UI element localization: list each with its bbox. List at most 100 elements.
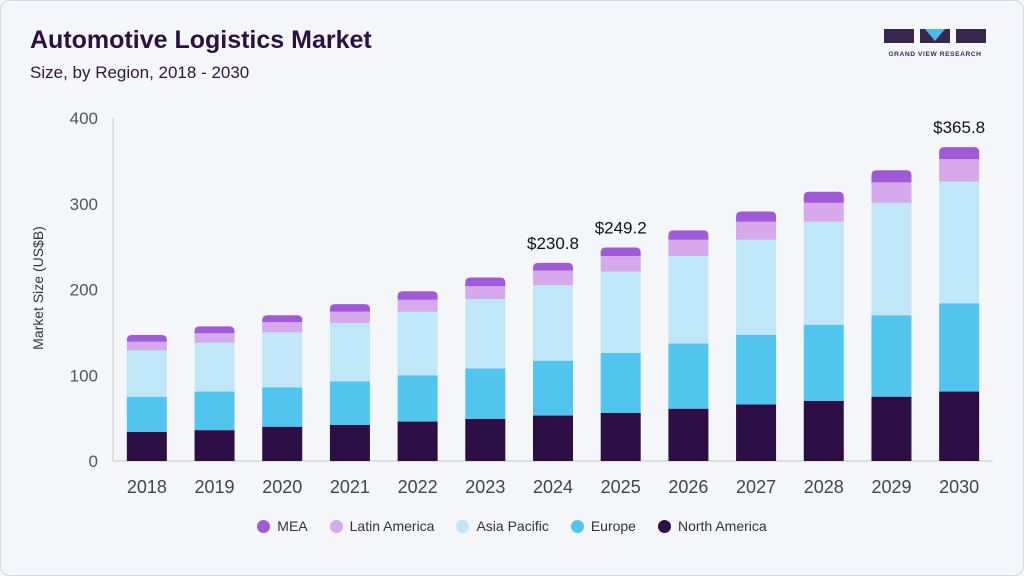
- x-tick-label: 2026: [668, 477, 708, 497]
- bar-segment: [803, 191, 844, 203]
- bar-segment: [939, 147, 980, 160]
- bar-segment: [465, 418, 506, 461]
- bar-segment: [397, 311, 438, 376]
- legend-swatch-icon: [329, 519, 343, 533]
- bar-segment: [600, 352, 641, 413]
- bar-segment: [465, 298, 506, 369]
- bar-segment: [194, 326, 235, 334]
- bar-segment: [736, 211, 777, 222]
- bar-segment: [803, 221, 844, 325]
- y-tick-label: 0: [89, 452, 98, 471]
- bar-segment: [736, 404, 777, 461]
- legend-label: Europe: [590, 518, 636, 534]
- bar-segment: [329, 424, 370, 461]
- x-tick-label: 2028: [804, 477, 844, 497]
- bar-segment: [533, 270, 573, 286]
- bar-segment: [600, 247, 641, 257]
- legend-swatch-icon: [657, 519, 671, 533]
- bar-segment: [736, 334, 777, 405]
- legend-swatch-icon: [456, 519, 470, 533]
- chart-title: Automotive Logistics Market: [30, 26, 372, 54]
- x-tick-label: 2023: [465, 477, 505, 497]
- bar-segment: [126, 341, 167, 351]
- y-tick-label: 200: [70, 281, 98, 300]
- legend-label: Asia Pacific: [476, 518, 549, 534]
- bar-segment: [397, 375, 438, 422]
- bar-segment: [668, 230, 709, 240]
- legend-item: MEA: [257, 515, 308, 537]
- bar-segment: [329, 304, 370, 312]
- bar-segment: [329, 322, 370, 382]
- bar-segment: [262, 315, 303, 323]
- bar-segment: [939, 159, 980, 182]
- bar-segment: [871, 202, 912, 316]
- x-tick-label: 2018: [127, 477, 167, 497]
- grand-view-research-logo-icon: [884, 29, 986, 43]
- bar-segment: [194, 342, 235, 392]
- bar-segment: [262, 387, 303, 427]
- legend-label: MEA: [277, 518, 308, 534]
- bar-segment: [194, 391, 235, 431]
- x-tick-label: 2030: [939, 477, 979, 497]
- bar-segment: [329, 311, 370, 323]
- legend-label: Latin America: [349, 518, 435, 534]
- bar-segment: [600, 412, 641, 461]
- bar-segment: [533, 415, 573, 461]
- bar-segment: [262, 322, 303, 333]
- x-tick-label: 2019: [195, 477, 235, 497]
- legend-item: Latin America: [329, 515, 435, 537]
- legend: MEA Latin America Asia Pacific Europe North …: [0, 515, 1024, 537]
- bar-segment: [329, 381, 370, 425]
- bar-segment: [600, 256, 641, 272]
- bar-segment: [803, 324, 844, 401]
- bar-segment: [939, 303, 980, 392]
- bar-segment: [668, 256, 709, 344]
- bar-segment: [600, 271, 641, 353]
- bar-segment: [871, 396, 912, 461]
- bar-segment: [533, 360, 573, 416]
- bar-segment: [194, 430, 235, 461]
- legend-item: North America: [657, 515, 767, 537]
- x-tick-label: 2029: [871, 477, 911, 497]
- y-tick-label: 400: [70, 109, 98, 128]
- bar-segment: [668, 408, 709, 461]
- y-tick-label: 100: [70, 366, 98, 385]
- bar-segment: [533, 285, 573, 361]
- bar-segment: [126, 396, 167, 432]
- chart-subtitle: Size, by Region, 2018 - 2030: [30, 63, 250, 82]
- bar-segment: [397, 299, 438, 312]
- bar-segment: [262, 332, 303, 388]
- data-label: $249.2: [595, 218, 647, 237]
- bar-segment: [465, 286, 506, 299]
- legend-item: Asia Pacific: [456, 515, 549, 537]
- bar-segment: [871, 170, 912, 183]
- legend-item: Europe: [570, 515, 636, 537]
- bar-segment: [803, 202, 844, 222]
- bar-segment: [871, 182, 912, 203]
- bar-segment: [126, 334, 167, 342]
- x-tick-label: 2027: [736, 477, 776, 497]
- bar-segment: [262, 426, 303, 461]
- bar-segment: [397, 291, 438, 300]
- x-tick-label: 2022: [398, 477, 438, 497]
- bar-segment: [533, 262, 573, 271]
- data-label: $230.8: [527, 234, 579, 253]
- x-tick-label: 2020: [262, 477, 302, 497]
- x-tick-label: 2021: [330, 477, 370, 497]
- bar-segment: [126, 431, 167, 461]
- bar-segment: [126, 350, 167, 397]
- legend-swatch-icon: [257, 519, 271, 533]
- bar-segment: [465, 277, 506, 287]
- bar-segment: [465, 368, 506, 419]
- bar-segment: [939, 181, 980, 304]
- legend-label: North America: [677, 518, 767, 534]
- bar-segment: [668, 343, 709, 409]
- legend-swatch-icon: [570, 519, 584, 533]
- data-label: $365.8: [933, 118, 985, 137]
- y-tick-label: 300: [70, 195, 98, 214]
- bar-segment: [736, 221, 777, 240]
- bar-segment: [668, 239, 709, 257]
- x-tick-label: 2024: [533, 477, 573, 497]
